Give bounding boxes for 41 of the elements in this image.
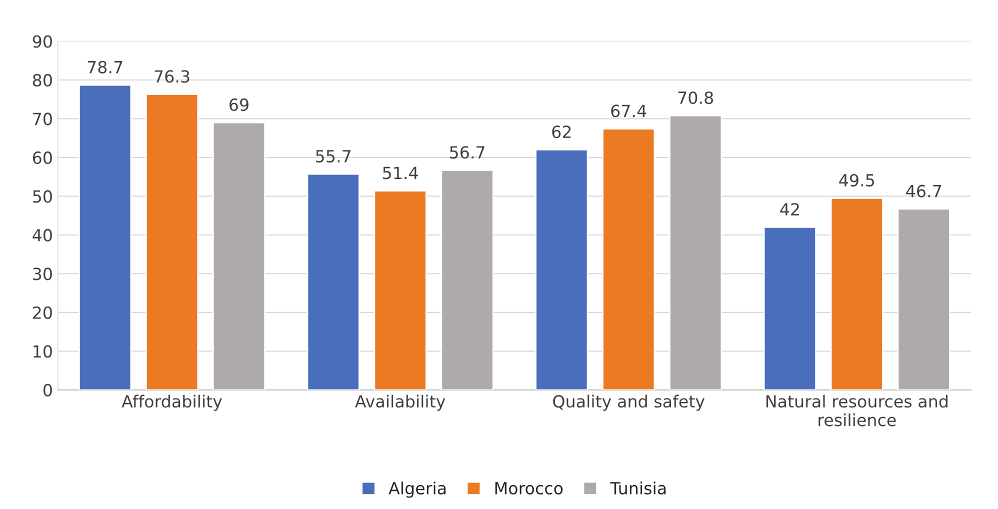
bar: [669, 114, 722, 390]
y-tick-label: 10: [34, 345, 52, 358]
data-label: 49.5: [839, 174, 874, 187]
x-tick-label: Natural resources and resilience: [766, 394, 948, 426]
legend-label: Tunisia: [610, 482, 666, 494]
data-label: 69: [230, 98, 248, 112]
data-label: 55.7: [316, 150, 350, 163]
data-label: 67.4: [611, 104, 646, 118]
legend-label: Morocco: [495, 482, 563, 494]
y-tick-label: 40: [32, 228, 52, 242]
data-label: 62: [552, 126, 571, 138]
data-label: 56.7: [450, 146, 484, 159]
bar: [78, 84, 132, 390]
bar: [535, 149, 588, 390]
data-label: 70.8: [678, 91, 713, 104]
bar: [897, 208, 950, 390]
x-tick-label: Availability: [355, 394, 446, 411]
y-tick-label: 30: [33, 268, 52, 280]
y-tick-label: 90: [32, 35, 52, 48]
x-tick-label: Affordability: [122, 394, 222, 411]
data-label: 46.7: [906, 184, 942, 198]
y-tick-label: 20: [33, 306, 52, 319]
bar: [145, 94, 199, 390]
y-tick-label: 60: [32, 151, 52, 164]
bar: [830, 197, 884, 390]
data-label: 78.7: [88, 60, 122, 74]
bar: [306, 173, 360, 390]
legend-label: Algeria: [388, 482, 446, 498]
data-label: 76.3: [154, 70, 190, 83]
data-label: 51.4: [383, 166, 418, 180]
bar: [602, 128, 656, 390]
y-tick-label: 0: [44, 384, 52, 396]
bar: [763, 226, 817, 390]
bar: [374, 190, 427, 390]
data-label: 42: [780, 203, 799, 216]
bar: [212, 122, 266, 390]
y-tick-label: 50: [33, 190, 52, 203]
x-tick-label: Quality and safety: [553, 394, 705, 411]
y-tick-label: 70: [33, 112, 52, 126]
bar: [440, 170, 494, 390]
y-tick-label: 80: [32, 74, 52, 87]
